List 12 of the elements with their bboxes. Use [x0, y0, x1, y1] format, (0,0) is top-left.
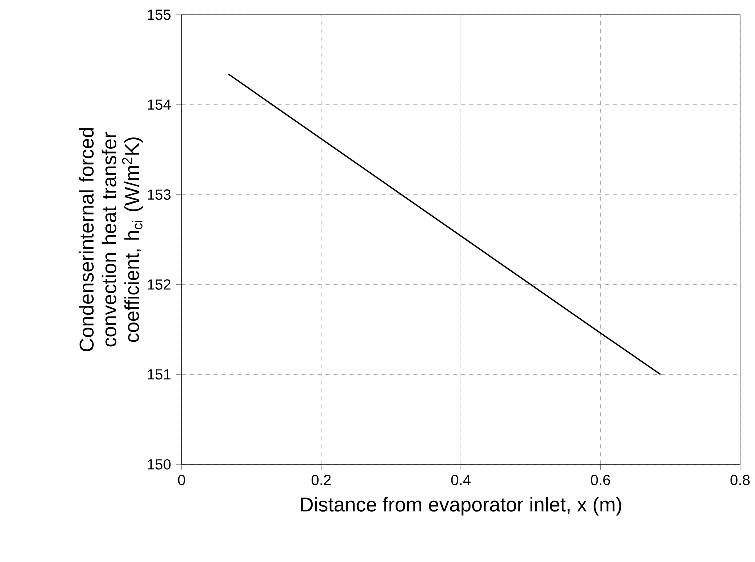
x-tick-label: 0.4	[451, 475, 471, 486]
x-tick-label: 0	[178, 475, 186, 486]
x-tick-label: 0.8	[730, 475, 750, 486]
x-tick-label: 0.6	[591, 475, 610, 486]
y-tick-label: 155	[148, 10, 171, 20]
y-tick-label: 154	[148, 100, 172, 110]
y-tick-label: 150	[148, 460, 171, 470]
x-tick-label: 0.2	[312, 475, 331, 486]
y-tick-label: 153	[148, 190, 171, 200]
x-axis-title: Distance from evaporator inlet, x (m)	[301, 497, 622, 516]
y-tick-label: 152	[148, 280, 171, 290]
y-tick-label: 151	[148, 370, 171, 380]
